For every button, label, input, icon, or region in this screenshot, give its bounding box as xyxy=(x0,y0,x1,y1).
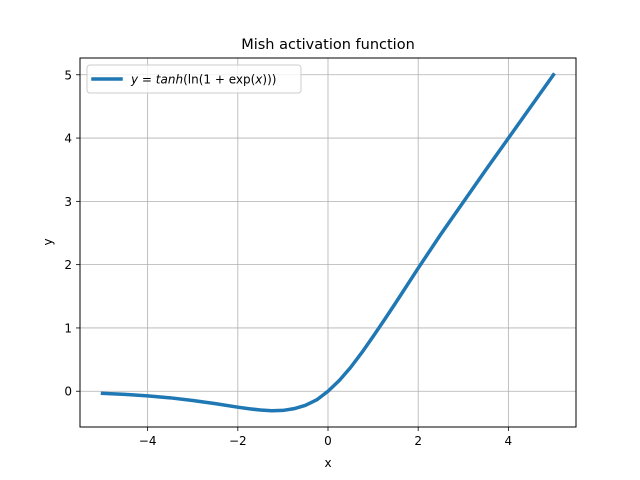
legend-label-part: tanh xyxy=(156,73,183,87)
legend-label-part: ))) xyxy=(262,73,276,87)
x-ticks: −4 −2 0 2 4 xyxy=(139,427,512,448)
y-tick-label: 0 xyxy=(64,385,72,399)
y-tick-label: 5 xyxy=(64,68,72,82)
series-line xyxy=(100,72,556,413)
legend-label-part: (ln(1 + exp( xyxy=(183,73,255,87)
legend-label: y = tanh(ln(1 + exp(x))) xyxy=(130,73,276,87)
x-tick-label: −2 xyxy=(229,434,247,448)
y-tick-label: 1 xyxy=(64,321,72,335)
legend-label-part: = xyxy=(138,73,156,87)
x-axis-label: x xyxy=(324,456,331,470)
x-tick-label: 4 xyxy=(505,434,513,448)
legend-box xyxy=(86,64,302,94)
grid xyxy=(80,58,576,427)
chart-title: Mish activation function xyxy=(241,37,415,53)
legend-label-part: y xyxy=(130,73,139,87)
series-layer xyxy=(100,72,556,413)
y-ticks: 0 1 2 3 4 5 xyxy=(64,68,80,399)
legend-label-part: x xyxy=(254,73,263,87)
legend: y = tanh(ln(1 + exp(x))) xyxy=(86,64,302,94)
y-tick-label: 4 xyxy=(64,132,72,146)
x-tick-label: 2 xyxy=(414,434,422,448)
y-tick-label: 2 xyxy=(64,258,72,272)
x-tick-label: 0 xyxy=(324,434,332,448)
y-tick-label: 3 xyxy=(64,195,72,209)
y-axis-label: y xyxy=(41,238,55,245)
x-tick-label: −4 xyxy=(139,434,157,448)
